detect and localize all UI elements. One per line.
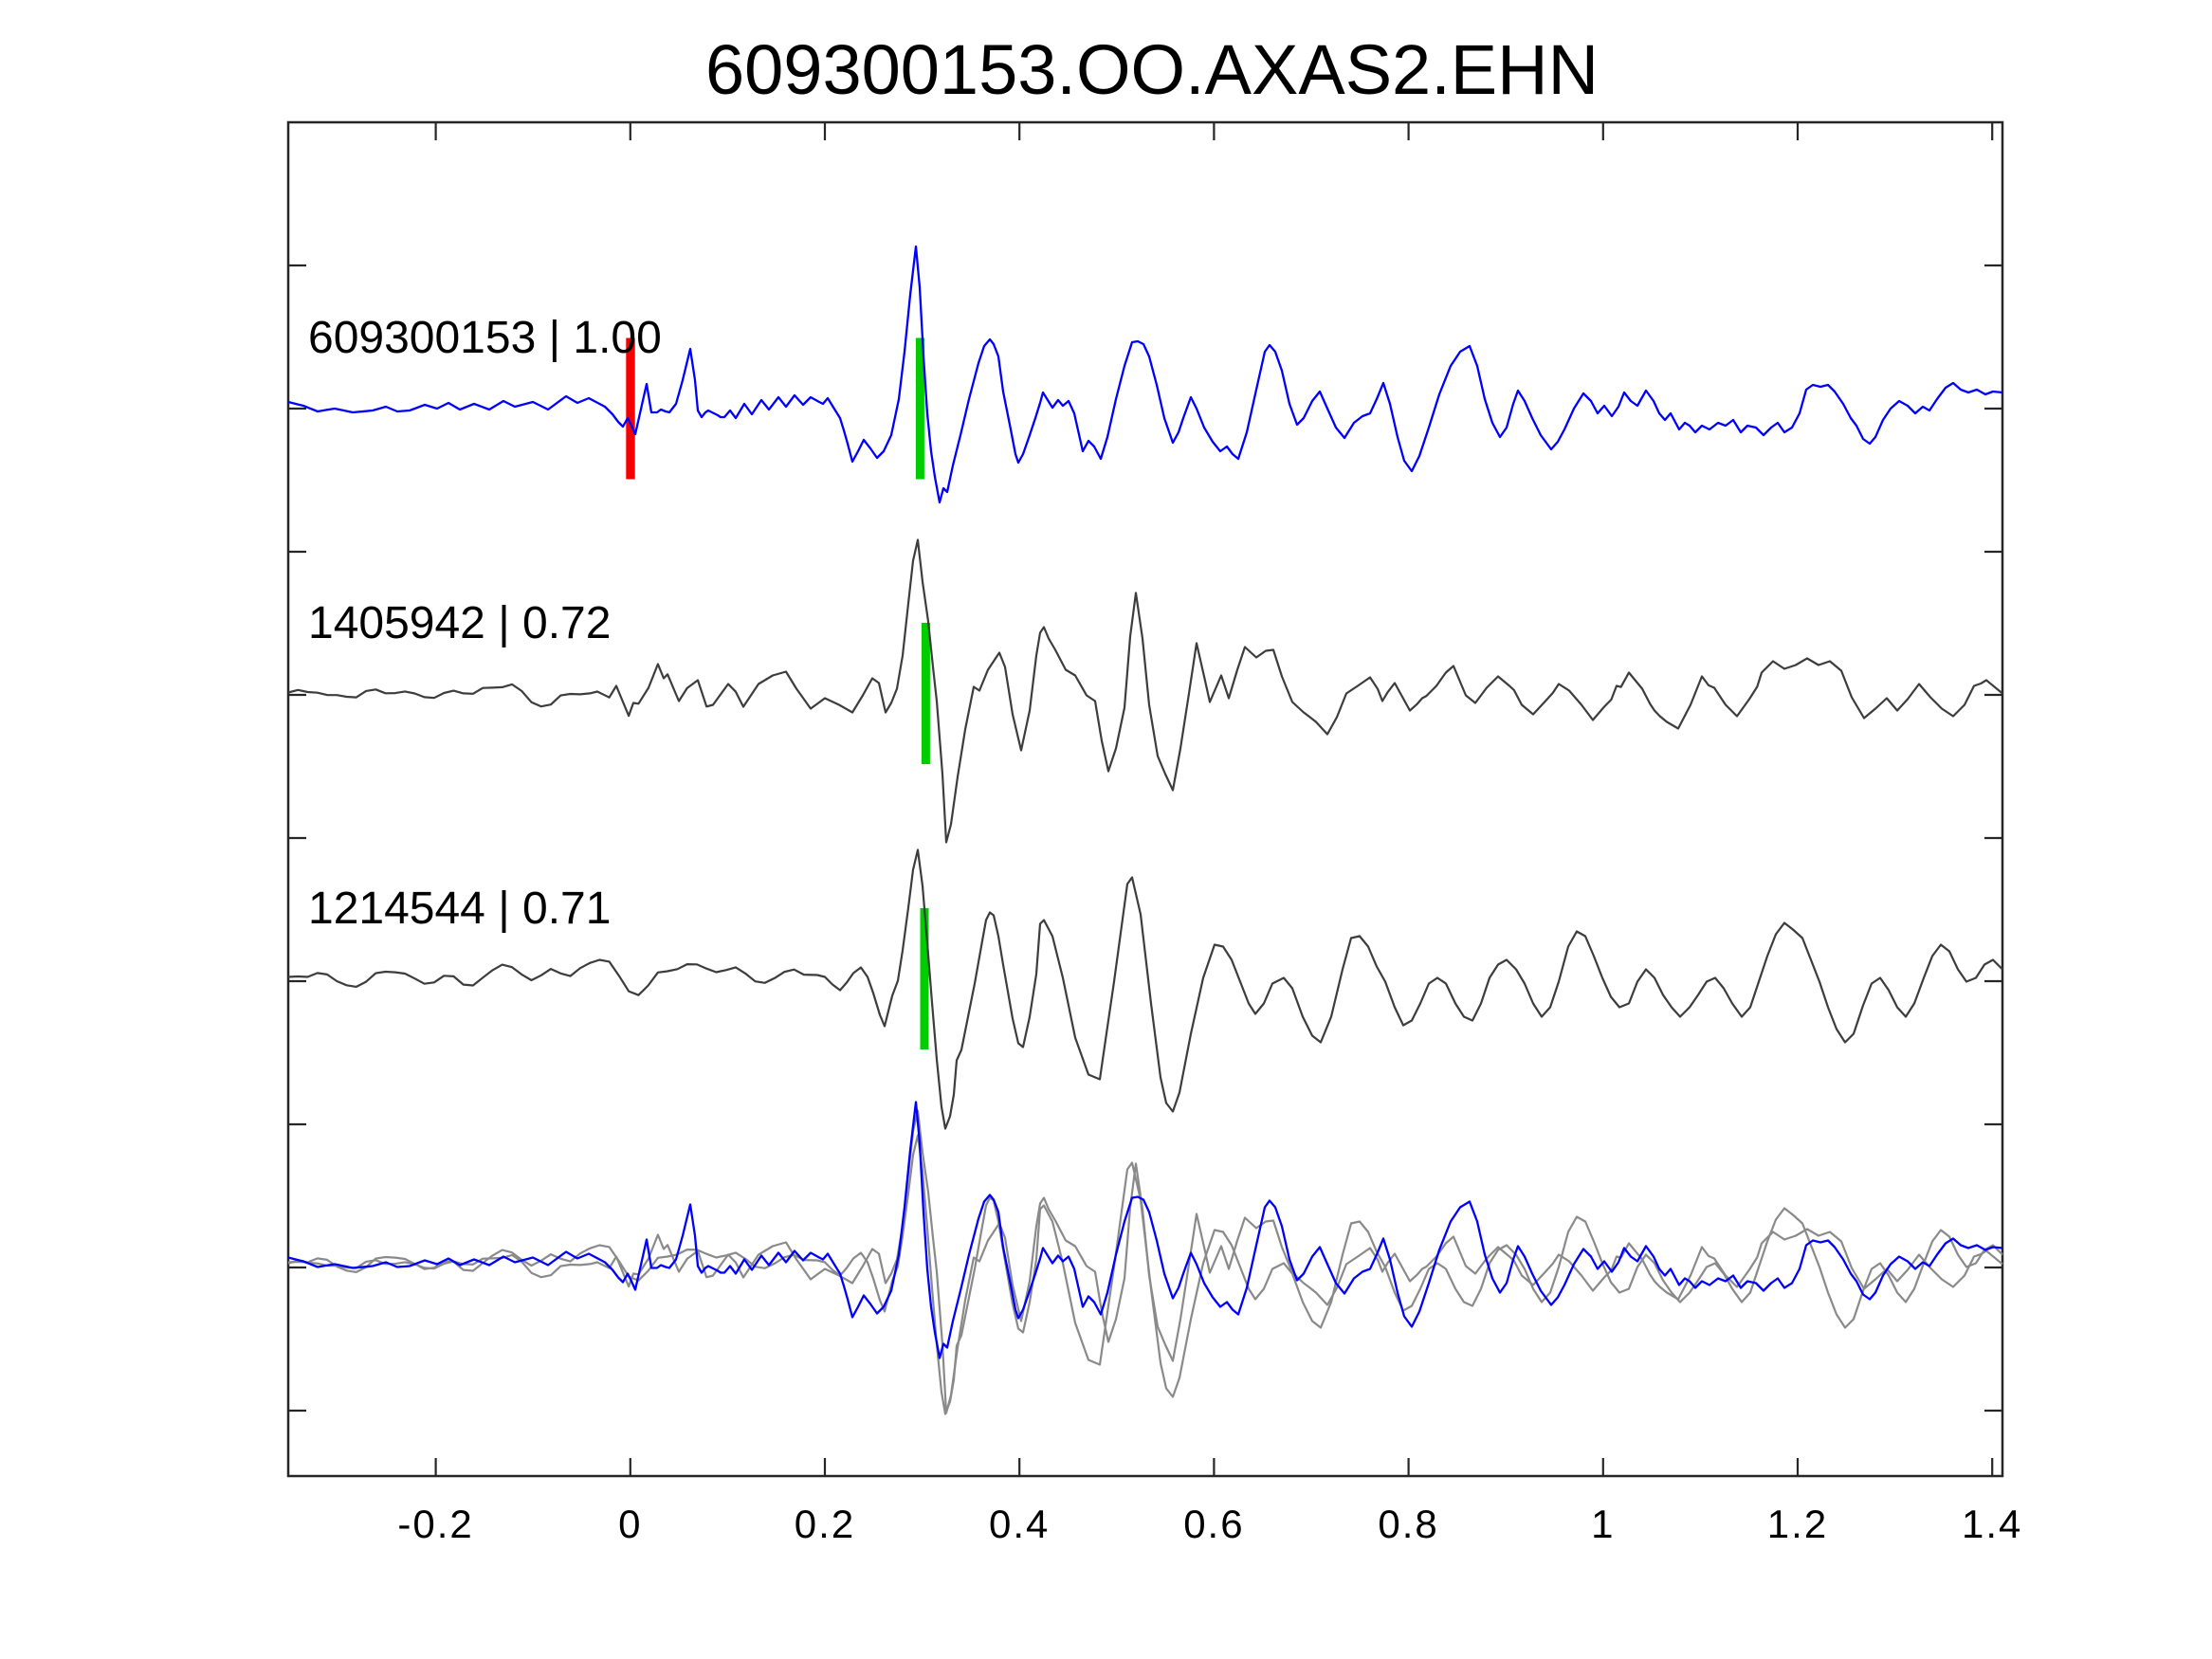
svg-text:609300153 | 1.00: 609300153 | 1.00 <box>308 313 662 363</box>
svg-text:0: 0 <box>618 1502 642 1546</box>
svg-text:0.6: 0.6 <box>1183 1502 1244 1546</box>
svg-text:1.4: 1.4 <box>1962 1502 2022 1546</box>
svg-text:1: 1 <box>1591 1502 1615 1546</box>
svg-text:609300153.OO.AXAS2.EHN: 609300153.OO.AXAS2.EHN <box>705 30 1599 109</box>
svg-text:-0.2: -0.2 <box>397 1502 473 1546</box>
svg-text:0.4: 0.4 <box>989 1502 1050 1546</box>
svg-text:1405942 | 0.72: 1405942 | 0.72 <box>308 598 611 648</box>
svg-text:1214544 | 0.71: 1214544 | 0.71 <box>308 884 611 934</box>
svg-text:1.2: 1.2 <box>1767 1502 1828 1546</box>
svg-text:0.8: 0.8 <box>1378 1502 1438 1546</box>
svg-text:0.2: 0.2 <box>795 1502 855 1546</box>
